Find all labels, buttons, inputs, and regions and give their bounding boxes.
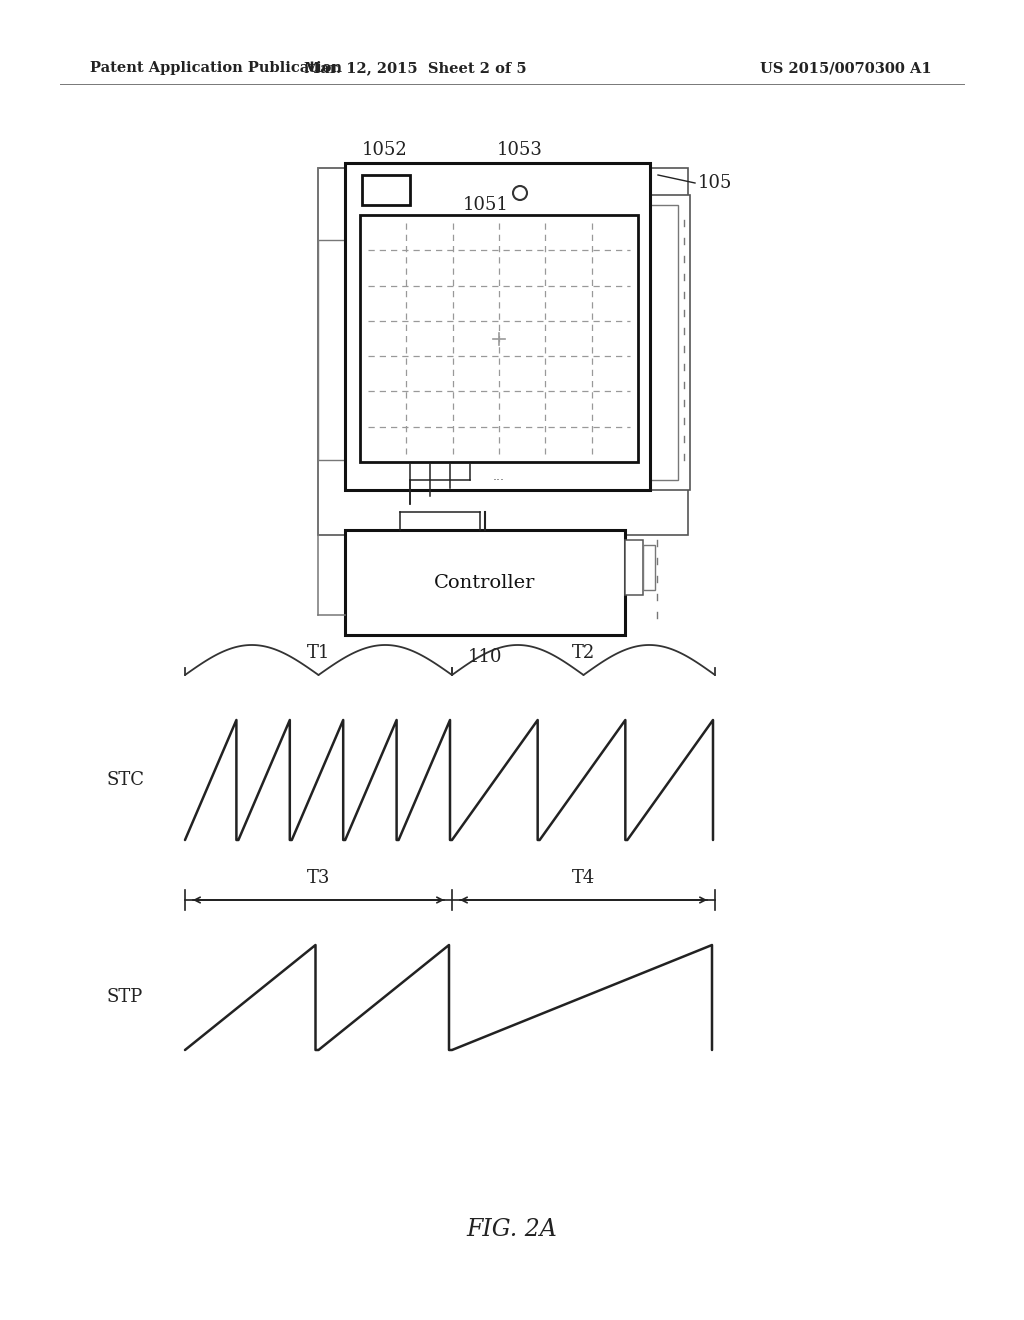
Bar bbox=[625, 540, 643, 595]
Text: Patent Application Publication: Patent Application Publication bbox=[90, 61, 342, 75]
Text: T3: T3 bbox=[307, 869, 330, 887]
Text: Controller: Controller bbox=[434, 573, 536, 591]
Bar bbox=[318, 168, 688, 535]
Text: 105: 105 bbox=[698, 174, 732, 191]
Bar bbox=[345, 162, 650, 490]
Text: 110: 110 bbox=[468, 648, 502, 667]
Text: 1052: 1052 bbox=[362, 141, 408, 158]
Bar bbox=[648, 205, 678, 480]
Text: FIG. 2A: FIG. 2A bbox=[467, 1218, 557, 1242]
Bar bbox=[643, 545, 655, 590]
Bar bbox=[345, 531, 625, 635]
Text: 1051: 1051 bbox=[463, 195, 509, 214]
Text: 1053: 1053 bbox=[497, 141, 543, 158]
Text: US 2015/0070300 A1: US 2015/0070300 A1 bbox=[760, 61, 932, 75]
Text: T2: T2 bbox=[571, 644, 595, 663]
Text: T4: T4 bbox=[571, 869, 595, 887]
Text: STC: STC bbox=[106, 771, 144, 789]
Bar bbox=[640, 195, 690, 490]
Circle shape bbox=[513, 186, 527, 201]
Text: ...: ... bbox=[493, 470, 505, 483]
Text: T1: T1 bbox=[307, 644, 330, 663]
Bar bbox=[362, 176, 410, 205]
Text: STP: STP bbox=[106, 989, 143, 1006]
Text: Mar. 12, 2015  Sheet 2 of 5: Mar. 12, 2015 Sheet 2 of 5 bbox=[304, 61, 526, 75]
Bar bbox=[318, 240, 350, 459]
Bar bbox=[360, 215, 638, 462]
